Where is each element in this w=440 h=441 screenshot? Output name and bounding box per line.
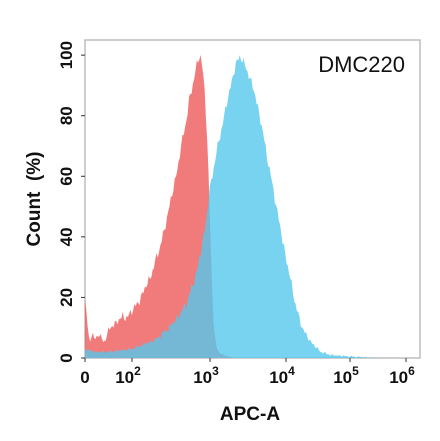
x-tick-label: 105 — [333, 364, 359, 387]
y-tick-label: 80 — [57, 106, 76, 125]
x-axis-ticks: 0 102 103 104 105 106 — [80, 358, 415, 387]
panel-label: DMC220 — [318, 52, 405, 77]
y-axis-title: Count (%) — [24, 152, 45, 247]
y-tick-label: 40 — [57, 227, 76, 246]
x-tick-label: 106 — [389, 364, 415, 387]
x-axis-title: APC-A — [220, 404, 280, 425]
y-tick-label: 20 — [57, 288, 76, 307]
x-tick-label: 103 — [193, 364, 219, 387]
series-layer — [85, 55, 377, 358]
y-tick-label: 60 — [57, 167, 76, 186]
y-axis-ticks: 0 20 40 60 80 100 — [57, 41, 85, 363]
x-tick-label: 102 — [115, 364, 141, 387]
y-tick-label: 100 — [57, 41, 76, 69]
histogram-series-2 — [85, 55, 377, 358]
y-tick-label: 0 — [57, 353, 76, 362]
x-tick-label: 104 — [269, 364, 295, 387]
x-tick-label: 0 — [80, 368, 89, 387]
